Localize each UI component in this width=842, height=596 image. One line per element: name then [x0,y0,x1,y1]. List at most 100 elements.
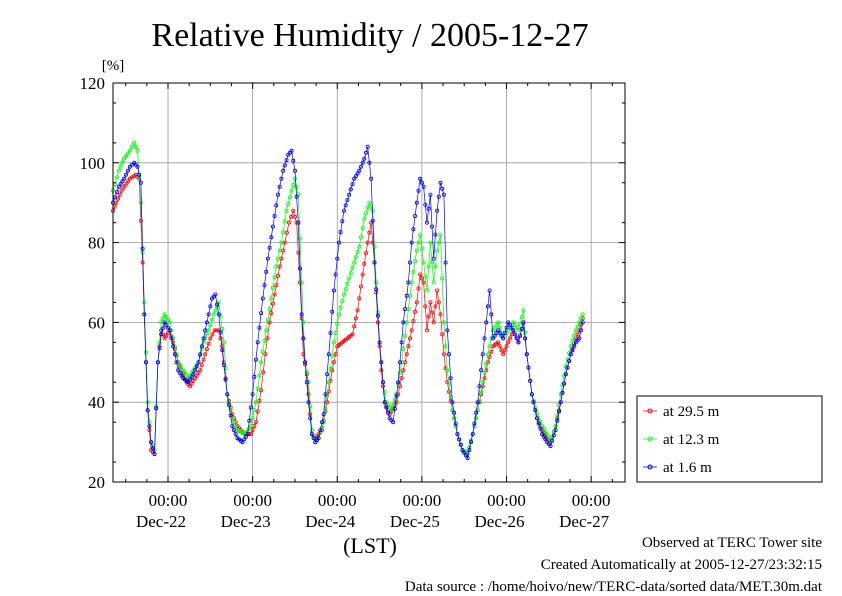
data-point [162,336,167,341]
data-point [304,370,309,375]
y-tick-label: 40 [88,393,105,412]
data-point [291,208,296,213]
data-point [424,220,429,225]
data-point [226,402,231,407]
data-point [523,336,528,341]
data-point [248,424,253,429]
data-point [297,236,302,241]
x-tick-label-time: 00:00 [487,491,526,510]
data-point [382,400,387,405]
data-point [414,200,419,205]
data-point [573,328,578,333]
data-point [450,400,455,405]
data-point [506,340,511,345]
data-point [138,180,143,185]
data-point [126,151,131,156]
data-point [140,246,145,251]
grid-lines [113,83,625,482]
data-point [264,328,269,333]
data-point [482,336,487,341]
data-point [484,320,489,325]
data-point [255,386,260,391]
x-axis-label: (LST) [343,533,397,558]
data-point [257,325,262,330]
x-tick-label-date: Dec-26 [475,512,525,531]
data-point [419,276,424,281]
data-point [551,433,556,438]
data-point [201,357,206,362]
data-point [519,315,524,320]
data-point [287,195,292,200]
data-point [357,296,362,301]
data-point [490,328,495,333]
data-point [335,321,340,326]
data-point [155,360,160,365]
data-point [137,172,142,177]
data-point [435,288,440,293]
data-point [445,368,450,373]
data-point [265,336,270,341]
data-point [523,330,528,335]
data-point [355,308,360,313]
data-point [418,232,423,237]
data-point [372,244,377,249]
data-point [575,332,580,337]
data-point [330,309,335,314]
data-point [379,368,384,373]
data-point [345,281,350,286]
data-point [132,140,137,145]
data-point [413,213,418,218]
data-point [516,340,521,345]
data-point [416,188,421,193]
data-point [296,250,301,255]
data-point [135,148,140,153]
legend-swatch-marker [647,436,653,442]
data-point [162,320,167,325]
data-point [363,211,368,216]
data-point [323,392,328,397]
data-point [577,336,582,341]
data-point [259,311,264,316]
data-point [421,280,426,285]
data-point [431,280,436,285]
data-point [150,446,155,451]
data-point [275,273,280,278]
data-point [411,269,416,274]
data-point [279,240,284,245]
data-point [424,328,429,333]
data-point [124,172,129,177]
data-point [129,162,134,167]
data-point [193,376,198,381]
data-point [135,164,140,169]
data-point [174,360,179,365]
data-point [353,174,358,179]
data-point [182,370,187,375]
footer-source: Data source : /home/hoivo/new/TERC-data/… [404,579,822,595]
data-point [440,332,445,337]
data-point [362,156,367,161]
data-point [521,308,526,313]
legend: at 29.5 m at 12.3 m at 1.6 m [636,395,823,483]
data-point [558,400,563,405]
data-point [179,365,184,370]
data-point [360,272,365,277]
data-point [216,312,221,317]
data-point [269,296,274,301]
data-point [159,332,164,337]
data-point [391,402,396,407]
data-point [321,412,326,417]
data-point [114,175,119,180]
data-point [350,332,355,337]
data-point [118,164,123,169]
x-tick-label-date: Dec-24 [305,512,356,531]
data-point [374,287,379,292]
data-point [252,408,257,413]
data-point [546,436,551,441]
data-point [443,260,448,265]
data-point [465,456,470,461]
x-tick-label-time: 00:00 [233,491,272,510]
data-point [411,319,416,324]
data-point [319,420,324,425]
data-point [418,176,423,181]
data-point [396,380,401,385]
